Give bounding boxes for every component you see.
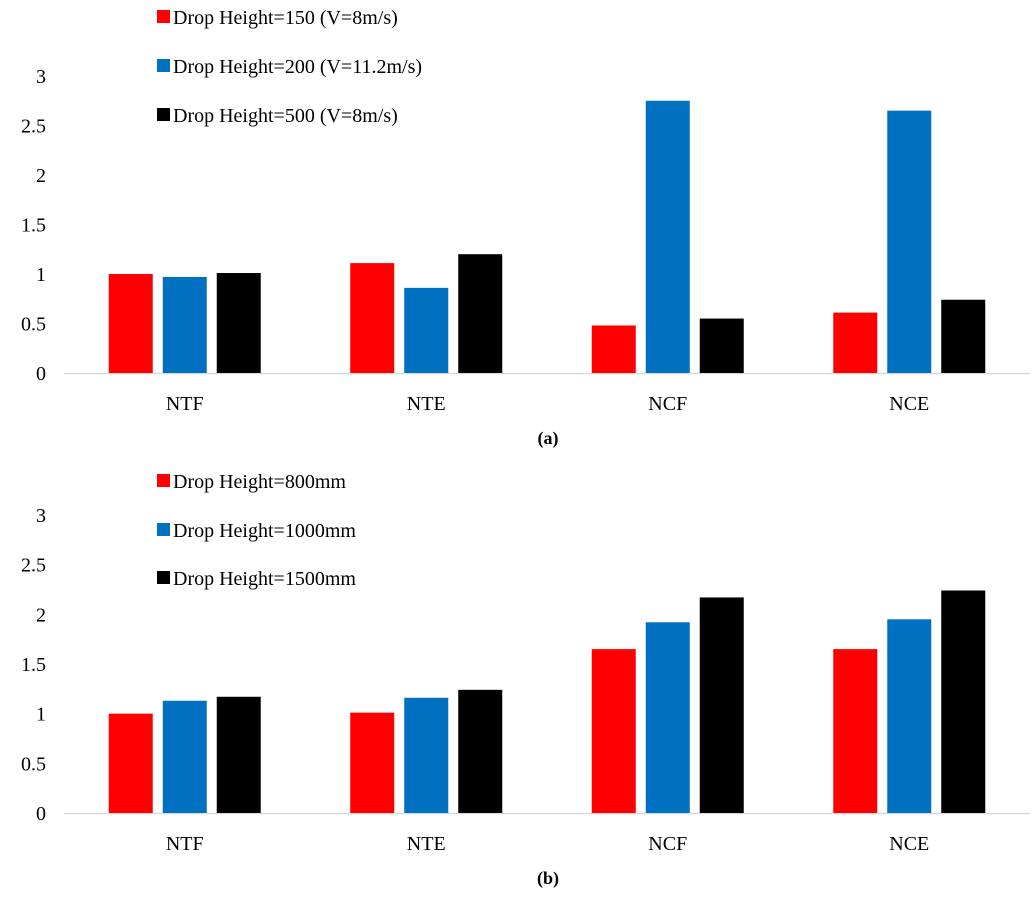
- y-tick-label: 0: [36, 363, 46, 385]
- legend-entry: Drop Height=1500mm: [173, 568, 356, 590]
- chart-a: 0 0.5 1 1.5 2 2.5 3 NTF NTE NCF NCE Drop Height=150…: [21, 7, 1030, 449]
- bar-nce-series-3: [941, 299, 986, 373]
- bar-nte-series-2: [404, 697, 449, 813]
- x-tick-label: NTF: [166, 833, 204, 855]
- chart-b: 0 0.5 1 1.5 2 2.5 3 NTF NTE NCF NCE Drop Height=800…: [21, 471, 1030, 889]
- y-tick-label: 3: [36, 505, 46, 527]
- y-tick-label: 2: [36, 165, 46, 187]
- bar-ntf-series-2: [162, 276, 207, 373]
- legend-swatch: [157, 523, 170, 536]
- bar-nte-series-1: [350, 263, 395, 373]
- bar-ntf-series-1: [108, 713, 153, 813]
- legend-swatch: [157, 571, 170, 584]
- x-tick-label: NCF: [648, 833, 687, 855]
- x-tick-label: NCE: [889, 833, 929, 855]
- bar-nte-series-3: [458, 689, 503, 813]
- y-tick-label: 1.5: [21, 654, 46, 676]
- legend-entry: Drop Height=500 (V=8m/s): [173, 105, 398, 127]
- y-tick-label: 2.5: [21, 555, 46, 577]
- y-tick-label: 2: [36, 604, 46, 626]
- bar-ntf-series-1: [108, 274, 153, 373]
- y-tick-label: 3: [36, 66, 46, 88]
- chart-caption: (b): [537, 868, 559, 889]
- x-tick-label: NTE: [407, 833, 446, 855]
- bar-ncf-series-1: [591, 325, 636, 373]
- y-tick-label: 0: [36, 803, 46, 825]
- bar-ncf-series-2: [645, 100, 690, 373]
- legend-swatch: [157, 474, 170, 487]
- legend-entry: Drop Height=200 (V=11.2m/s): [173, 56, 422, 78]
- bar-ntf-series-3: [216, 273, 261, 373]
- x-tick-label: NTF: [166, 393, 204, 415]
- bar-nte-series-1: [350, 712, 395, 813]
- chart-caption: (a): [538, 428, 559, 449]
- legend-swatch: [157, 108, 170, 121]
- bar-nte-series-2: [404, 287, 449, 373]
- bar-nce-series-2: [887, 110, 932, 374]
- bar-ncf-series-2: [645, 622, 690, 813]
- legend-entry: Drop Height=800mm: [173, 471, 346, 493]
- y-tick-label: 2.5: [21, 116, 46, 138]
- bar-ntf-series-2: [162, 700, 207, 813]
- legend-entry: Drop Height=150 (V=8m/s): [173, 7, 398, 29]
- y-tick-label: 1: [36, 264, 46, 286]
- legend-entry: Drop Height=1000mm: [173, 520, 356, 542]
- x-tick-label: NTE: [407, 393, 446, 415]
- y-tick-label: 1.5: [21, 215, 46, 237]
- y-tick-label: 0.5: [21, 753, 46, 775]
- bar-nce-series-1: [833, 649, 878, 813]
- bar-ncf-series-1: [591, 649, 636, 813]
- bar-ncf-series-3: [699, 318, 744, 373]
- bar-ntf-series-3: [216, 696, 261, 813]
- y-tick-label: 0.5: [21, 314, 46, 336]
- legend-swatch: [157, 59, 170, 72]
- x-tick-label: NCE: [889, 393, 929, 415]
- bar-ncf-series-3: [699, 597, 744, 813]
- bar-nce-series-3: [941, 590, 986, 813]
- bar-nce-series-1: [833, 312, 878, 373]
- legend-swatch: [157, 10, 170, 23]
- bar-nce-series-2: [887, 619, 932, 813]
- bar-nte-series-3: [458, 254, 503, 373]
- x-tick-label: NCF: [648, 393, 687, 415]
- y-tick-label: 1: [36, 704, 46, 726]
